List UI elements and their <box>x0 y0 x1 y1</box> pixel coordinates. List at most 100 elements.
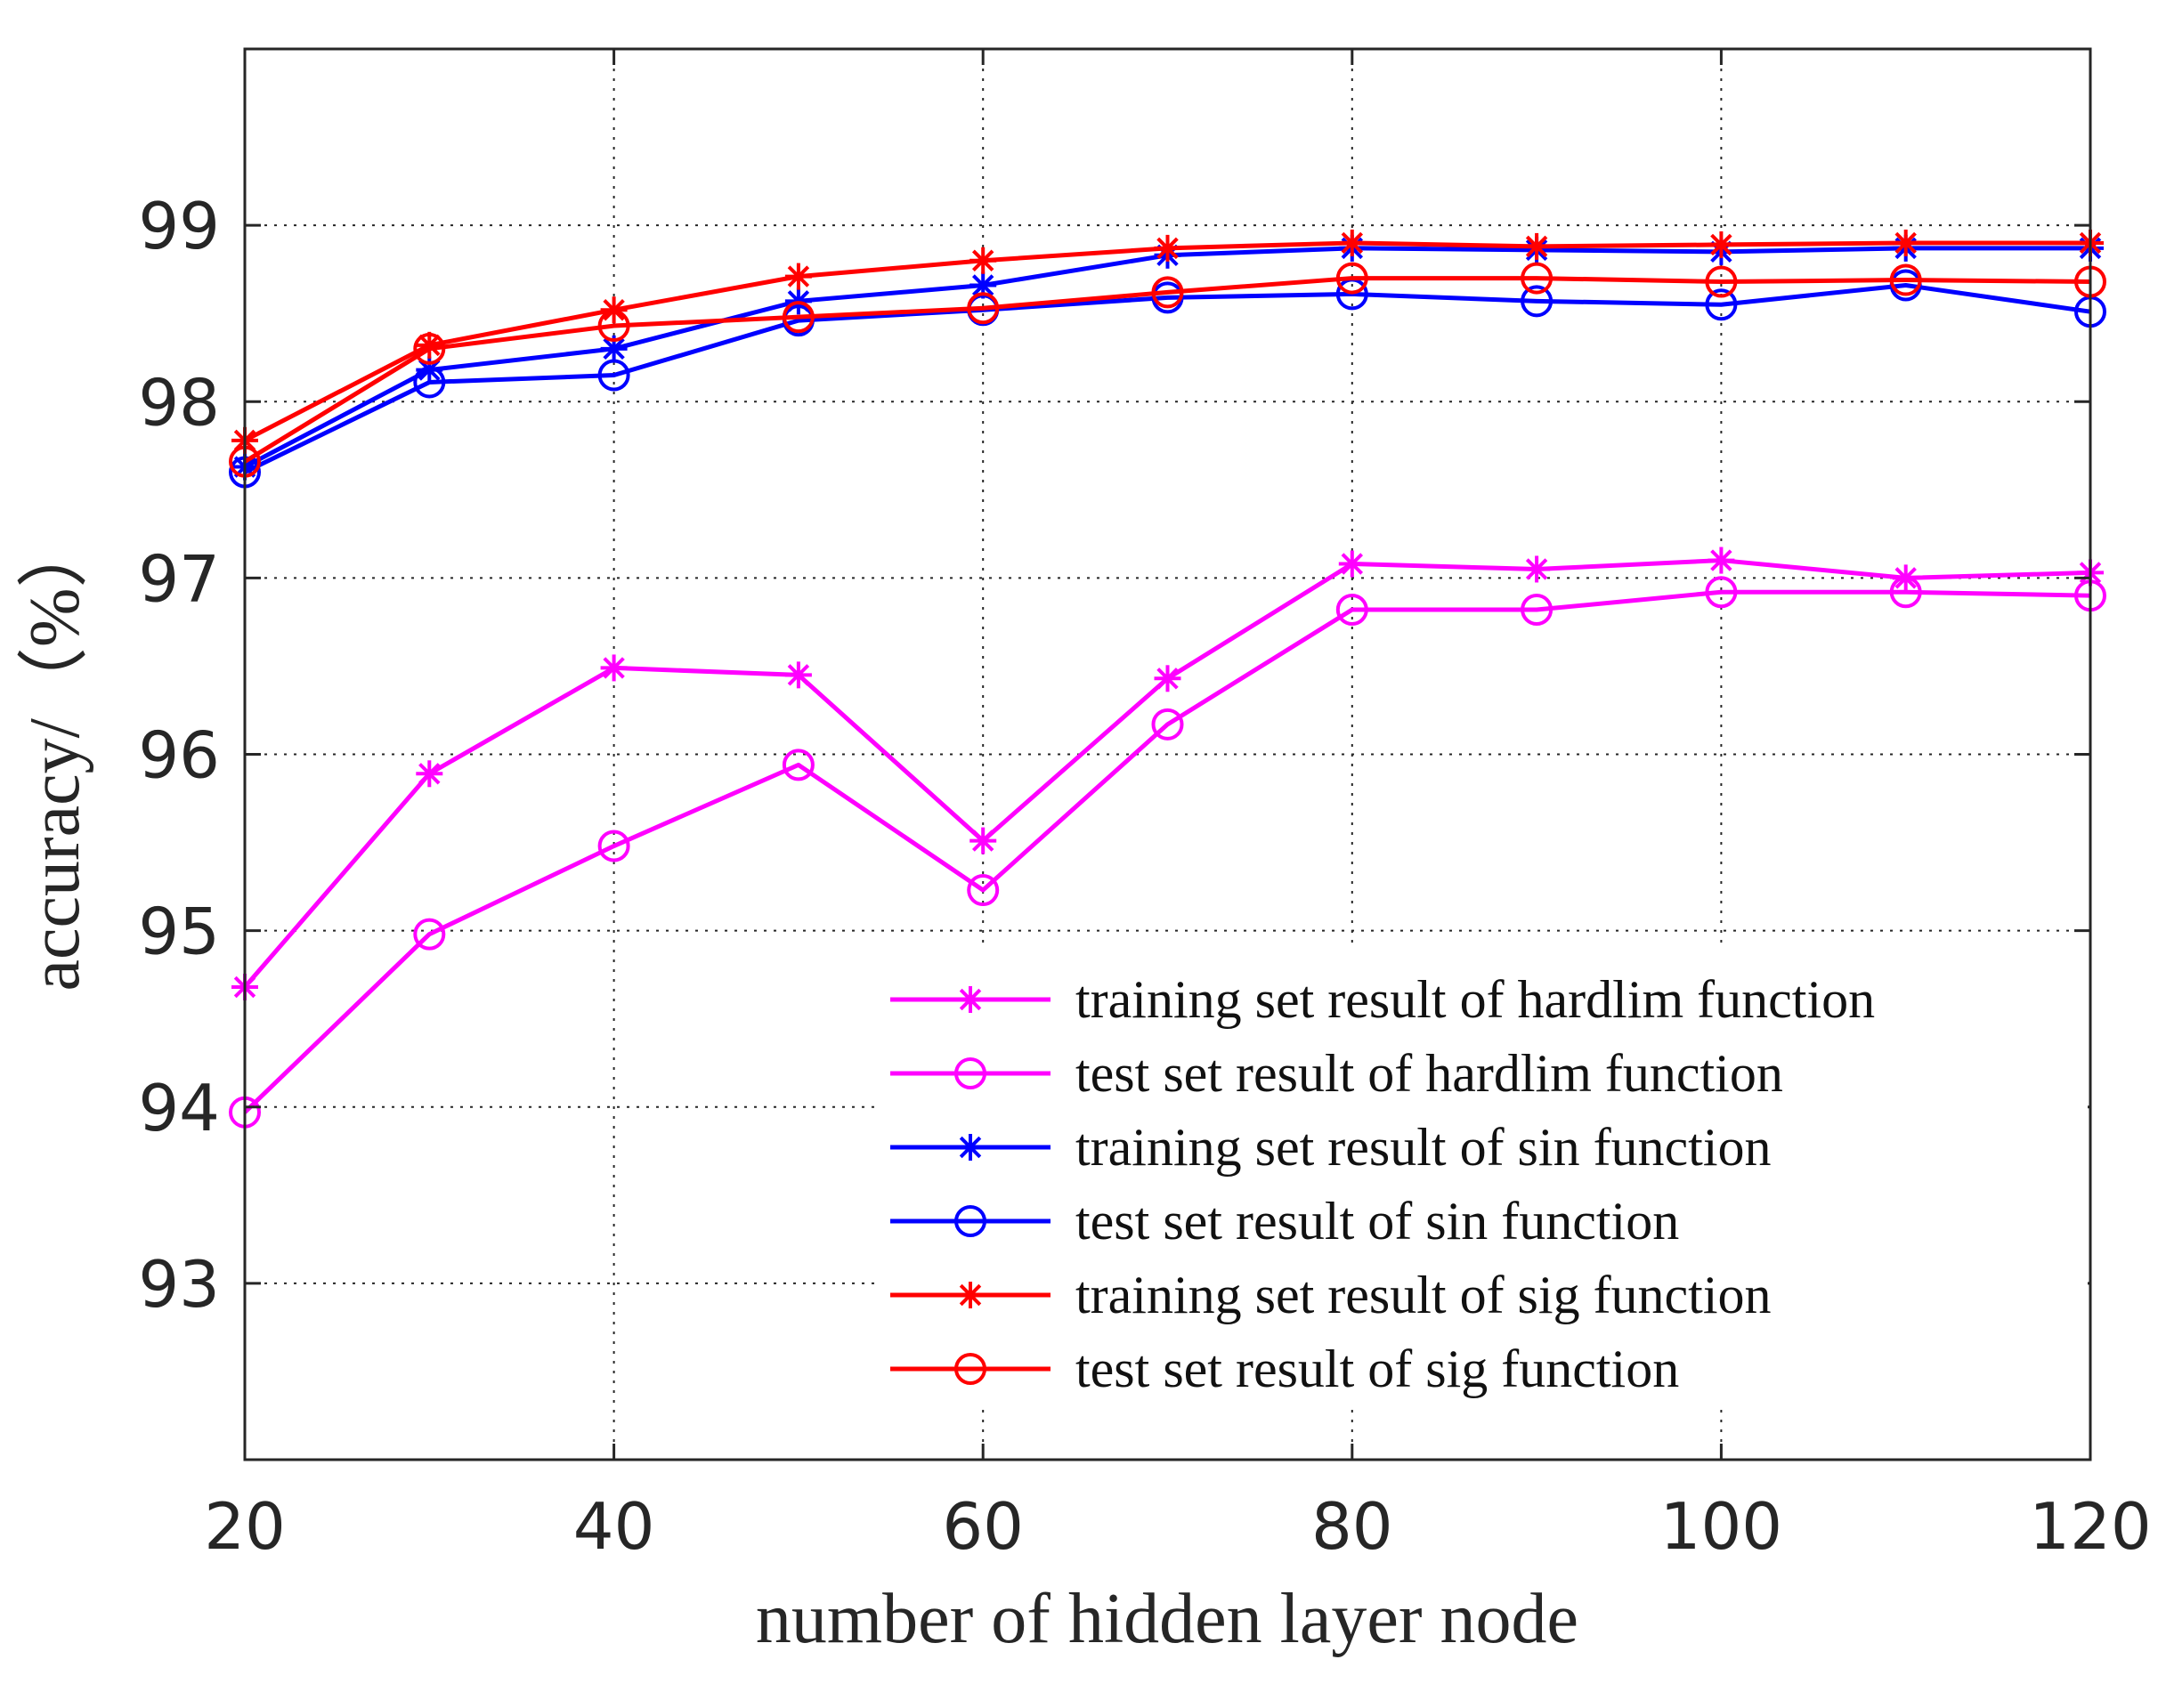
y-tick-label: 95 <box>138 894 220 969</box>
legend-entry: test set result of sig function <box>890 1340 1679 1398</box>
series-layer <box>229 229 2106 1129</box>
series-1 <box>229 576 2106 1129</box>
y-axis-title: accuracy/（%） <box>16 516 94 991</box>
legend-entry: test set result of sin function <box>890 1192 1679 1251</box>
data-point <box>1523 555 1551 583</box>
data-point <box>1708 231 1735 258</box>
x-tick-labels: 20 40 60 80 100 120 <box>204 1489 2152 1564</box>
series-0 <box>231 546 2104 1001</box>
data-point <box>600 335 628 362</box>
tick-marks <box>243 49 2092 1460</box>
x-tick-label: 100 <box>1660 1489 1782 1564</box>
data-point-stroke <box>603 337 625 360</box>
data-point-stroke <box>971 830 994 852</box>
legend-entry: training set result of sin function <box>890 1118 1772 1177</box>
data-point <box>1151 276 1184 309</box>
data-point <box>597 359 630 392</box>
series-5 <box>229 262 2106 478</box>
legend-label: training set result of hardlim function <box>1075 970 1875 1029</box>
legend-entry: training set result of hardlim function <box>890 970 1875 1029</box>
data-point-stroke <box>418 763 441 785</box>
x-tick-label: 20 <box>204 1489 286 1564</box>
data-point-stroke <box>1156 668 1179 690</box>
data-point <box>969 271 997 299</box>
legend-label: training set result of sin function <box>1075 1118 1772 1177</box>
data-point <box>1889 576 1922 609</box>
legend-label: test set result of hardlim function <box>1075 1044 1783 1103</box>
data-point <box>967 874 1000 907</box>
legend-swatch-marker-stroke <box>959 1283 982 1307</box>
legend-label: training set result of sig function <box>1075 1266 1772 1324</box>
data-point-stroke <box>1156 237 1179 260</box>
data-point <box>413 366 446 399</box>
data-point <box>967 292 1000 325</box>
data-point <box>1521 285 1554 318</box>
data-point <box>784 263 812 290</box>
legend-swatch-marker-stroke <box>959 988 982 1011</box>
data-point <box>782 749 815 781</box>
data-point <box>600 654 628 682</box>
data-point-stroke <box>971 274 994 296</box>
legend-background <box>877 943 2088 1406</box>
data-point <box>784 661 812 689</box>
y-tick-label: 94 <box>138 1071 220 1145</box>
legend-swatch-marker <box>954 1057 986 1089</box>
y-tick-label: 98 <box>138 365 220 440</box>
data-point-stroke <box>787 265 810 287</box>
data-point <box>1154 234 1181 262</box>
data-point-stroke <box>1525 235 1548 258</box>
data-point <box>1154 665 1181 692</box>
data-point <box>416 760 443 788</box>
data-point <box>1335 594 1368 627</box>
legend-label: test set result of sig function <box>1075 1340 1679 1398</box>
data-point-stroke <box>603 657 625 679</box>
series-line <box>243 589 2091 1114</box>
y-tick-label: 99 <box>138 189 220 263</box>
data-point <box>1708 546 1735 574</box>
data-point-stroke <box>1710 549 1732 571</box>
y-tick-label: 96 <box>138 718 220 793</box>
x-tick-label: 40 <box>573 1489 655 1564</box>
data-point-stroke <box>1341 231 1364 255</box>
data-point <box>1705 288 1738 321</box>
y-tick-label: 93 <box>138 1247 220 1322</box>
data-point <box>1892 229 1919 256</box>
data-point-stroke <box>787 664 810 686</box>
legend-swatch-marker <box>957 1282 984 1308</box>
data-point-stroke <box>1710 233 1732 256</box>
legend-swatch-marker <box>957 1134 984 1161</box>
x-tick-label: 120 <box>2029 1489 2151 1564</box>
data-point <box>1523 232 1551 260</box>
data-point-stroke <box>1894 231 1917 255</box>
legend-label: test set result of sin function <box>1075 1192 1679 1251</box>
data-point <box>597 310 630 343</box>
x-tick-label: 60 <box>942 1489 1024 1564</box>
y-tick-labels: 93 94 95 96 97 98 99 <box>138 189 220 1322</box>
legend-swatch-marker <box>954 1205 986 1237</box>
legend: training set result of hardlim function t… <box>877 943 2088 1406</box>
x-axis-title: number of hidden layer node <box>756 1580 1578 1658</box>
data-point <box>969 827 997 854</box>
data-point <box>782 301 815 334</box>
legend-swatch-marker-stroke <box>959 1136 982 1159</box>
data-point <box>1335 262 1368 295</box>
y-tick-label: 97 <box>138 541 220 616</box>
data-point <box>413 918 446 951</box>
data-point <box>969 247 997 274</box>
data-point <box>1521 594 1554 627</box>
data-point <box>1338 229 1366 256</box>
data-point-stroke <box>971 249 994 271</box>
data-point <box>597 830 630 862</box>
data-point <box>1705 265 1738 298</box>
data-point <box>1705 576 1738 609</box>
data-point-stroke <box>1341 553 1364 575</box>
legend-swatch-marker <box>957 986 984 1013</box>
legend-swatch-marker <box>954 1353 986 1385</box>
legend-entry: test set result of hardlim function <box>890 1044 1783 1103</box>
x-tick-label: 80 <box>1311 1489 1393 1564</box>
series-line <box>243 276 2091 464</box>
data-point-stroke <box>418 359 441 381</box>
data-point <box>413 332 446 365</box>
